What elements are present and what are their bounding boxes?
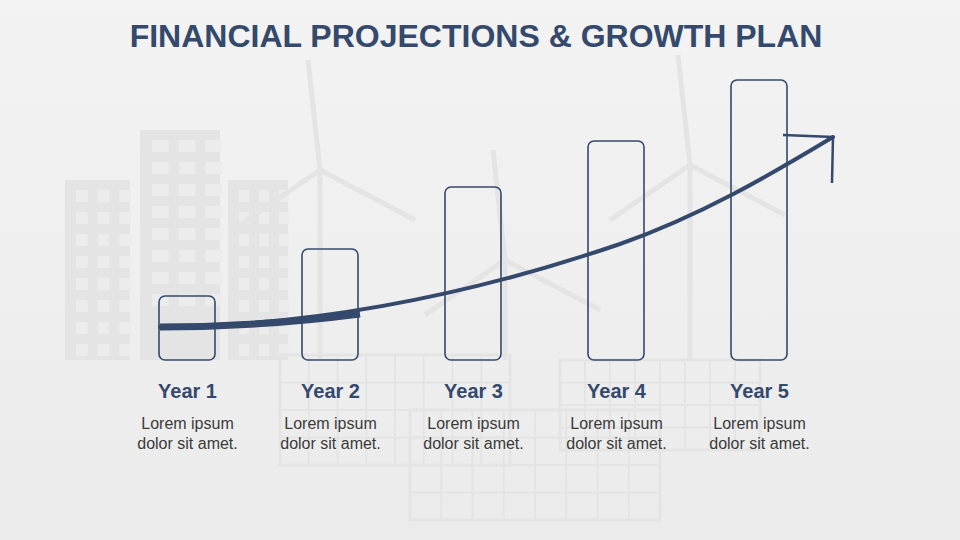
svg-text:Year 2: Year 2	[301, 380, 360, 402]
svg-text:Lorem ipsumdolor sit amet.: Lorem ipsumdolor sit amet.	[423, 415, 523, 452]
svg-text:Year 4: Year 4	[587, 380, 647, 402]
svg-text:Lorem ipsumdolor sit amet.: Lorem ipsumdolor sit amet.	[137, 415, 237, 452]
svg-text:Year 5: Year 5	[730, 380, 789, 402]
svg-text:Lorem ipsumdolor sit amet.: Lorem ipsumdolor sit amet.	[280, 415, 380, 452]
svg-text:Year 1: Year 1	[158, 380, 217, 402]
svg-text:Year 3: Year 3	[444, 380, 503, 402]
svg-text:Lorem ipsumdolor sit amet.: Lorem ipsumdolor sit amet.	[709, 415, 809, 452]
svg-text:Lorem ipsumdolor sit amet.: Lorem ipsumdolor sit amet.	[566, 415, 666, 452]
html-text:FINANCIAL PROJECTIONS & GROWTH: FINANCIAL PROJECTIONS & GROWTH PLAN	[129, 18, 823, 54]
